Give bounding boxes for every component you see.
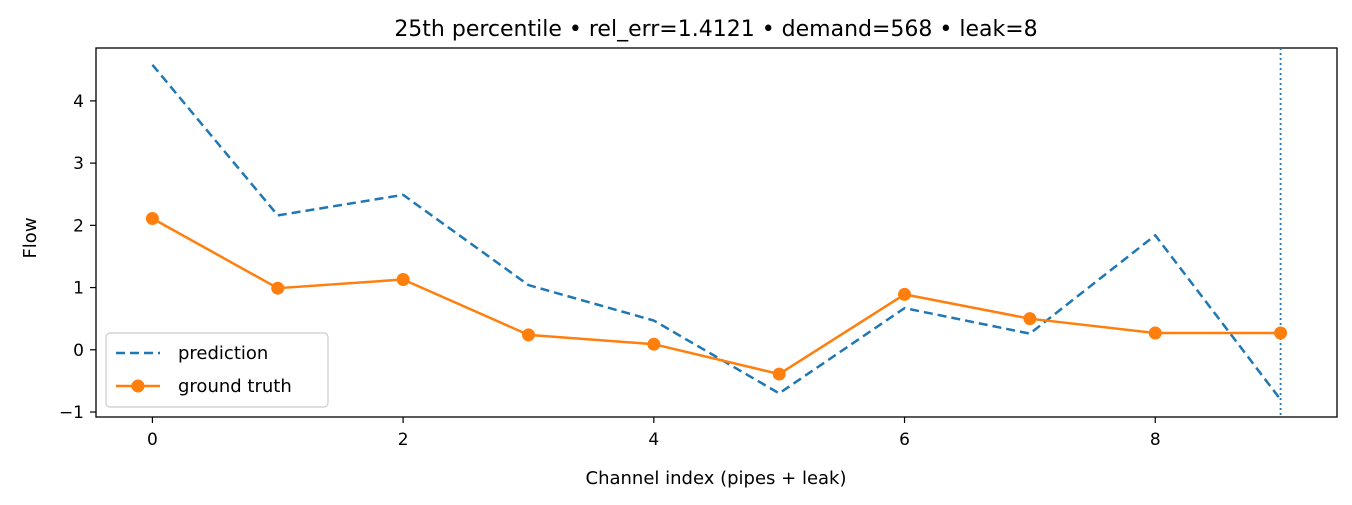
x-tick-label: 4 bbox=[648, 430, 659, 450]
x-tick-label: 0 bbox=[147, 430, 158, 450]
y-tick-label: 4 bbox=[73, 92, 84, 112]
legend-ground-truth-label: ground truth bbox=[178, 376, 292, 397]
legend-prediction-label: prediction bbox=[178, 343, 268, 364]
axis-ticks: 0 2 4 6 8 −1 0 1 2 3 4 bbox=[59, 92, 1161, 450]
ground-truth-point bbox=[772, 367, 786, 381]
legend-box bbox=[105, 332, 329, 408]
plot-frame bbox=[95, 47, 1338, 418]
y-axis-label: Flow bbox=[20, 217, 41, 258]
prediction-line bbox=[151, 64, 1282, 401]
y-tick-label: 1 bbox=[73, 279, 84, 299]
ground-truth-point bbox=[647, 337, 661, 351]
chart-title: 25th percentile • rel_err=1.4121 • deman… bbox=[394, 17, 1037, 42]
ground-truth-point bbox=[271, 281, 285, 295]
ground-truth-point bbox=[521, 328, 535, 342]
ground-truth-point bbox=[898, 287, 912, 301]
y-tick-label: 3 bbox=[73, 154, 84, 174]
x-tick-label: 8 bbox=[1150, 430, 1161, 450]
ground-truth-point bbox=[1023, 312, 1037, 326]
ground-truth-point bbox=[1274, 326, 1288, 340]
legend: prediction ground truth bbox=[105, 332, 329, 408]
y-tick-label: 0 bbox=[73, 341, 84, 361]
x-tick-label: 6 bbox=[899, 430, 910, 450]
plot-area bbox=[95, 47, 1338, 418]
ground-truth-point bbox=[396, 272, 410, 286]
x-axis-label: Channel index (pipes + leak) bbox=[586, 468, 847, 489]
legend-ground-truth-marker bbox=[131, 379, 145, 393]
y-tick-label: −1 bbox=[59, 403, 84, 423]
ground-truth-point bbox=[1148, 326, 1162, 340]
ground-truth-point bbox=[145, 211, 159, 225]
ground-truth-line bbox=[151, 217, 1281, 376]
y-tick-label: 2 bbox=[73, 216, 84, 236]
x-tick-label: 2 bbox=[398, 430, 409, 450]
